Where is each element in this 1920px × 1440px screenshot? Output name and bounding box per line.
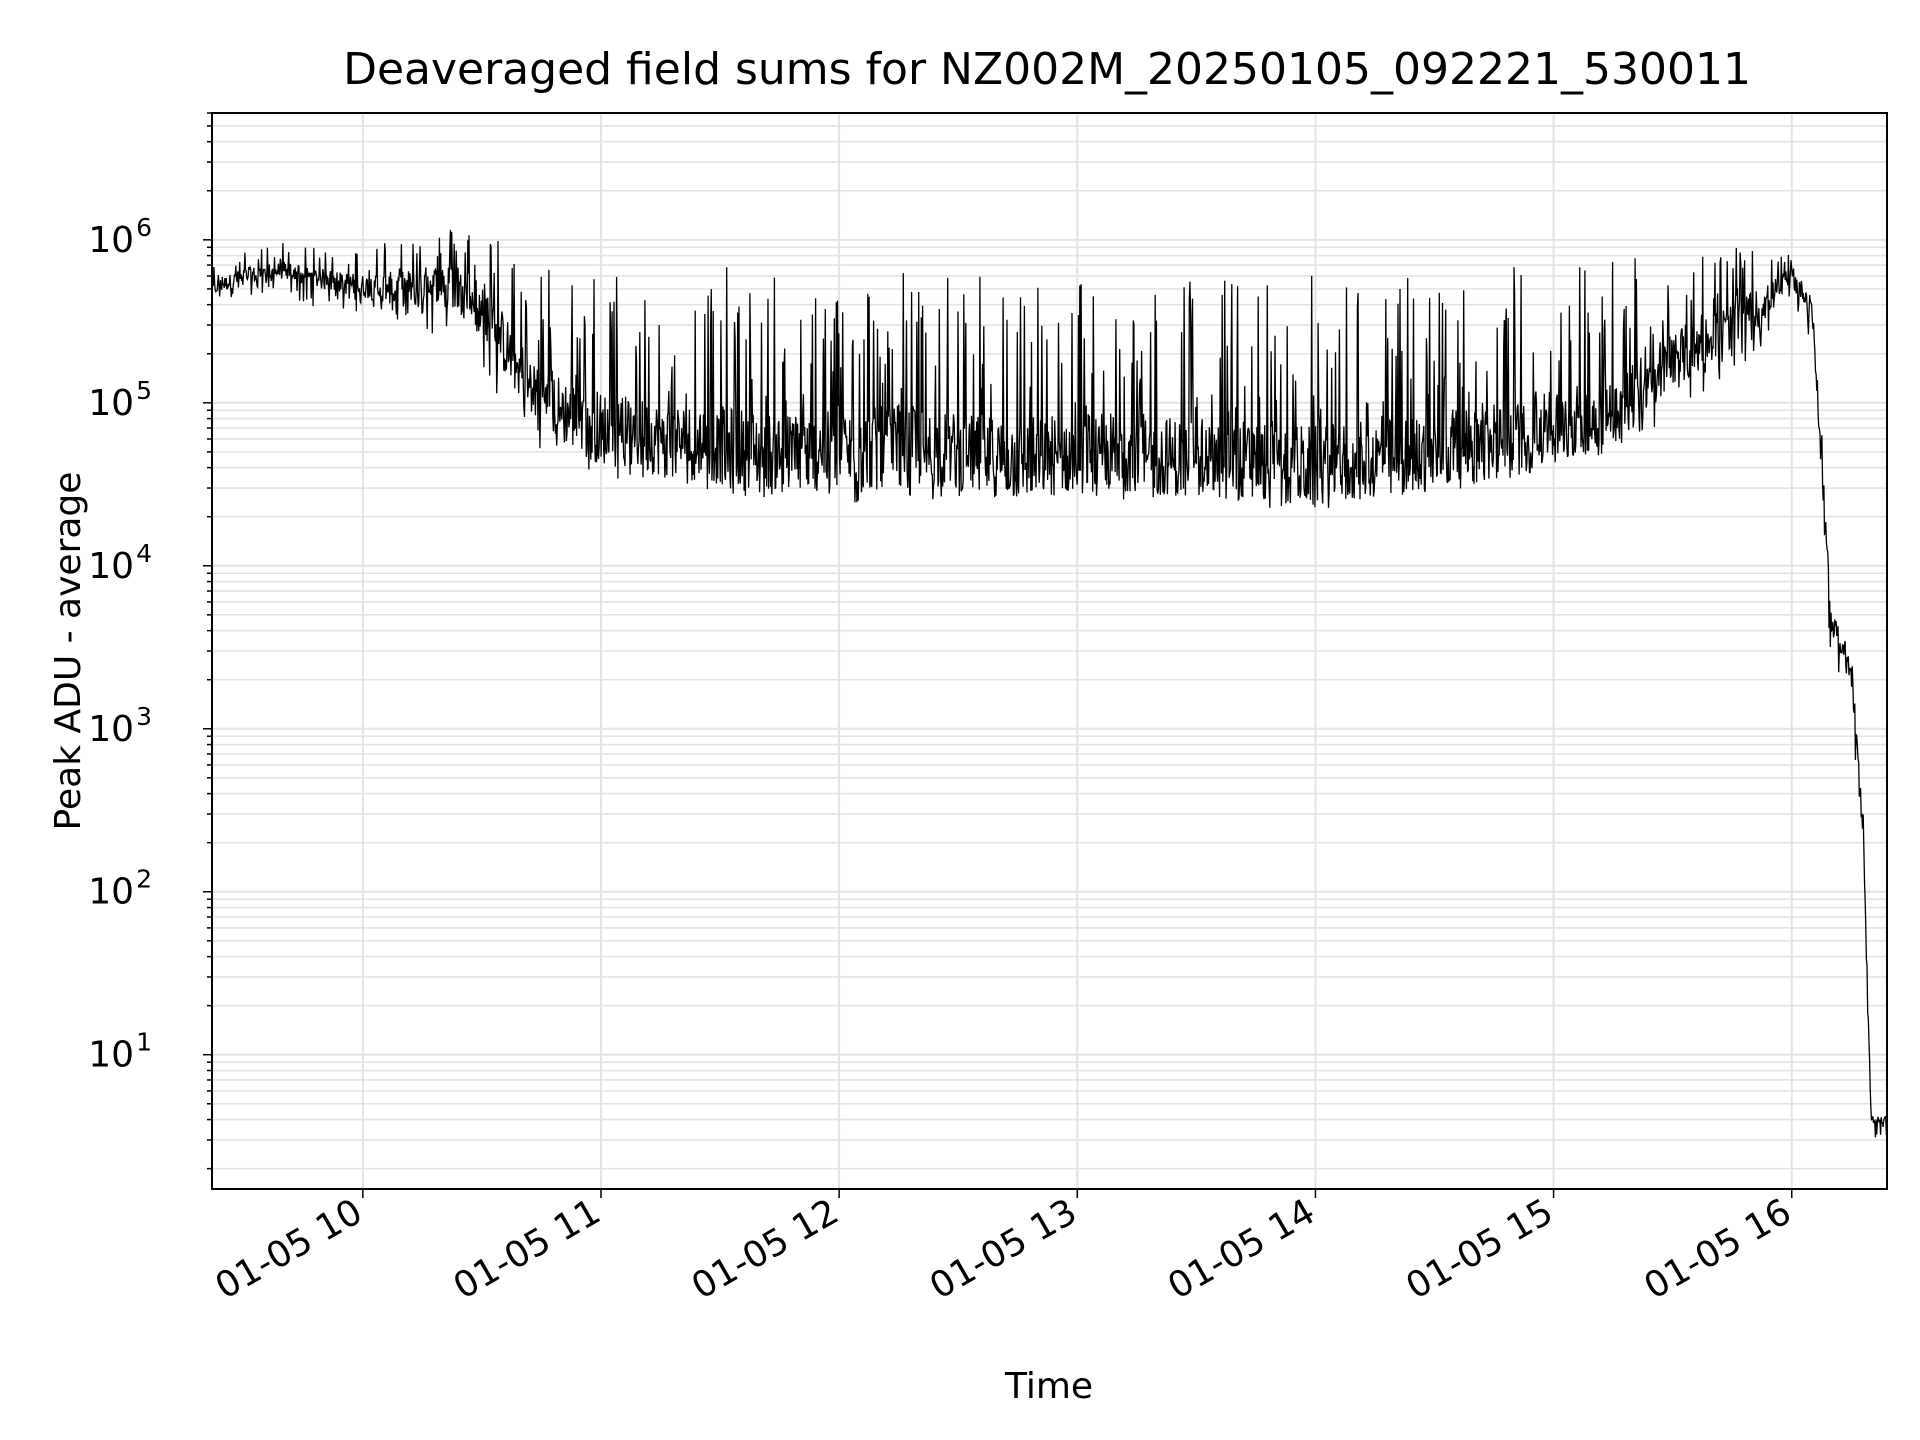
y-tick-label: 106 bbox=[88, 213, 152, 261]
y-tick-label: 102 bbox=[88, 865, 152, 913]
y-tick-label: 101 bbox=[88, 1028, 152, 1076]
y-tick-label: 105 bbox=[88, 376, 152, 424]
grid bbox=[212, 112, 1887, 1189]
y-tick-label: 103 bbox=[88, 702, 152, 750]
series-line bbox=[211, 229, 1888, 1138]
chart-title: Deaveraged field sums for NZ002M_2025010… bbox=[343, 44, 1751, 95]
y-axis-label: Peak ADU - average bbox=[48, 472, 89, 831]
x-axis-label: Time bbox=[1004, 1366, 1093, 1407]
y-tick-label: 104 bbox=[88, 539, 152, 587]
series-layer bbox=[211, 229, 1888, 1138]
plot-frame bbox=[211, 112, 1888, 1190]
